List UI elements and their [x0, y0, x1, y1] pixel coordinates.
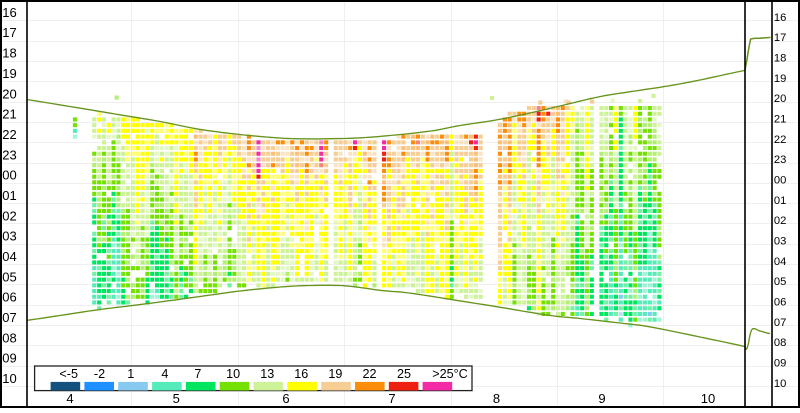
svg-text:20: 20 — [774, 93, 786, 105]
svg-text:18: 18 — [2, 46, 16, 61]
svg-text:20: 20 — [2, 86, 16, 101]
svg-text:10: 10 — [701, 391, 715, 406]
svg-text:03: 03 — [774, 236, 786, 248]
svg-text:01: 01 — [774, 195, 786, 207]
svg-text:-2: -2 — [94, 367, 105, 381]
svg-text:03: 03 — [2, 229, 16, 244]
svg-text:<-5: <-5 — [59, 367, 78, 381]
svg-text:00: 00 — [2, 168, 16, 183]
svg-text:22: 22 — [774, 134, 786, 146]
svg-text:>25°C: >25°C — [432, 367, 468, 381]
svg-text:16: 16 — [774, 12, 786, 24]
svg-text:13: 13 — [260, 367, 274, 381]
svg-text:16: 16 — [294, 367, 308, 381]
svg-text:9: 9 — [598, 391, 605, 406]
svg-text:04: 04 — [2, 249, 16, 264]
svg-text:08: 08 — [2, 330, 16, 345]
svg-text:02: 02 — [774, 215, 786, 227]
svg-text:07: 07 — [2, 310, 16, 325]
svg-text:08: 08 — [774, 337, 786, 349]
svg-text:10: 10 — [2, 371, 16, 386]
svg-text:5: 5 — [173, 391, 180, 406]
svg-text:4: 4 — [66, 391, 73, 406]
svg-text:06: 06 — [2, 290, 16, 305]
svg-text:07: 07 — [774, 317, 786, 329]
svg-text:19: 19 — [2, 66, 16, 81]
svg-text:01: 01 — [2, 188, 16, 203]
svg-text:06: 06 — [774, 297, 786, 309]
svg-text:16: 16 — [2, 5, 16, 20]
svg-text:7: 7 — [194, 367, 201, 381]
svg-text:25: 25 — [397, 367, 411, 381]
svg-text:4: 4 — [161, 367, 168, 381]
svg-text:19: 19 — [328, 367, 342, 381]
svg-text:04: 04 — [774, 256, 786, 268]
svg-text:19: 19 — [774, 73, 786, 85]
svg-text:6: 6 — [282, 391, 289, 406]
svg-text:21: 21 — [2, 107, 16, 122]
svg-text:17: 17 — [774, 32, 786, 44]
svg-text:7: 7 — [388, 391, 395, 406]
svg-text:10: 10 — [226, 367, 240, 381]
svg-text:17: 17 — [2, 25, 16, 40]
svg-text:21: 21 — [774, 114, 786, 126]
svg-text:8: 8 — [493, 391, 500, 406]
svg-text:05: 05 — [774, 276, 786, 288]
svg-text:02: 02 — [2, 208, 16, 223]
svg-text:1: 1 — [127, 367, 134, 381]
svg-text:00: 00 — [774, 175, 786, 187]
svg-text:10: 10 — [774, 378, 786, 390]
svg-text:23: 23 — [774, 154, 786, 166]
svg-text:09: 09 — [2, 351, 16, 366]
svg-text:18: 18 — [774, 53, 786, 65]
svg-text:22: 22 — [362, 367, 376, 381]
svg-text:09: 09 — [774, 358, 786, 370]
svg-text:23: 23 — [2, 147, 16, 162]
svg-text:05: 05 — [2, 269, 16, 284]
svg-text:22: 22 — [2, 127, 16, 142]
